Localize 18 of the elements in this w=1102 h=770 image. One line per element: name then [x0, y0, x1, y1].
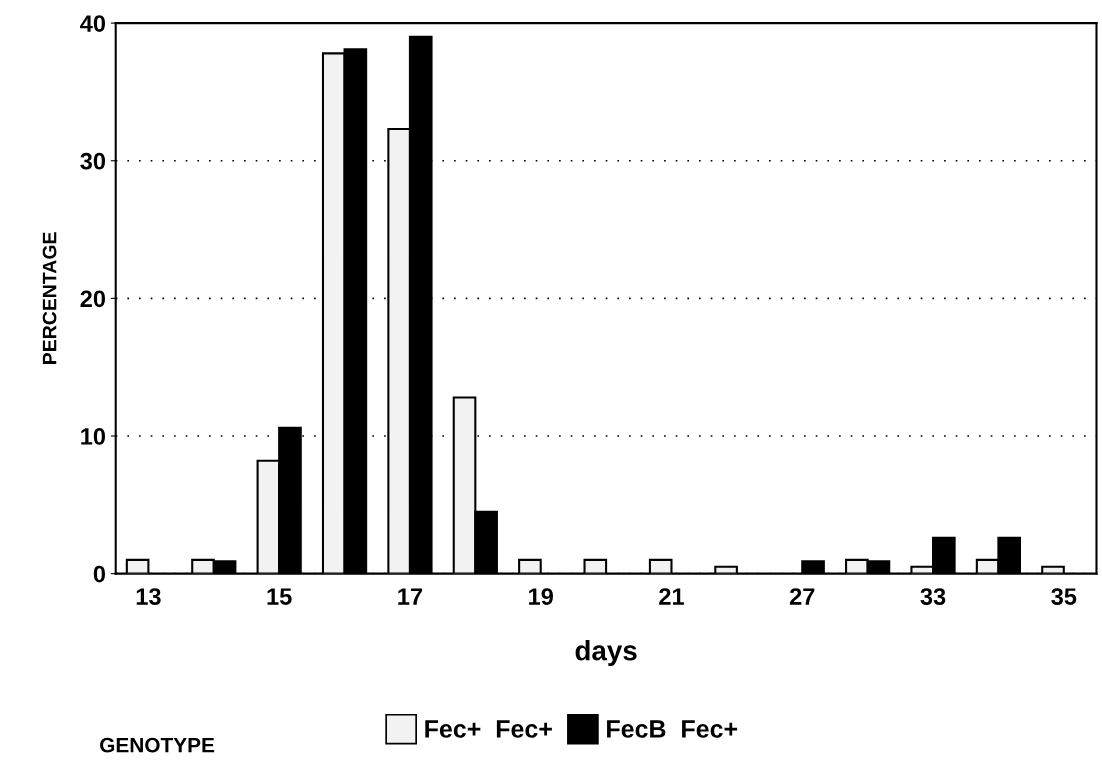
legend-label: FecB Fec+: [607, 720, 738, 738]
y-tick-label: 10: [81, 428, 106, 445]
x-tick-label: 15: [267, 588, 292, 605]
x-tick-label: 27: [789, 588, 815, 605]
y-axis-title: PERCENTAGE: [42, 232, 57, 364]
x-tick-label: 13: [136, 588, 161, 605]
x-tick-label: 19: [529, 588, 553, 605]
x-axis-title: days: [575, 640, 637, 666]
y-tick-label: 30: [80, 152, 106, 170]
x-tick-label: 21: [659, 588, 684, 605]
y-tick-label: 40: [80, 15, 106, 32]
x-tick-label: 35: [1051, 588, 1077, 605]
y-tick-label: 20: [80, 290, 106, 308]
legend-label: Fec+ Fec+: [425, 720, 552, 738]
x-tick-label: 33: [920, 588, 946, 605]
y-tick-label: 0: [93, 565, 106, 583]
legend-title: GENOTYPE: [100, 737, 215, 753]
x-tick-label: 17: [398, 588, 423, 605]
